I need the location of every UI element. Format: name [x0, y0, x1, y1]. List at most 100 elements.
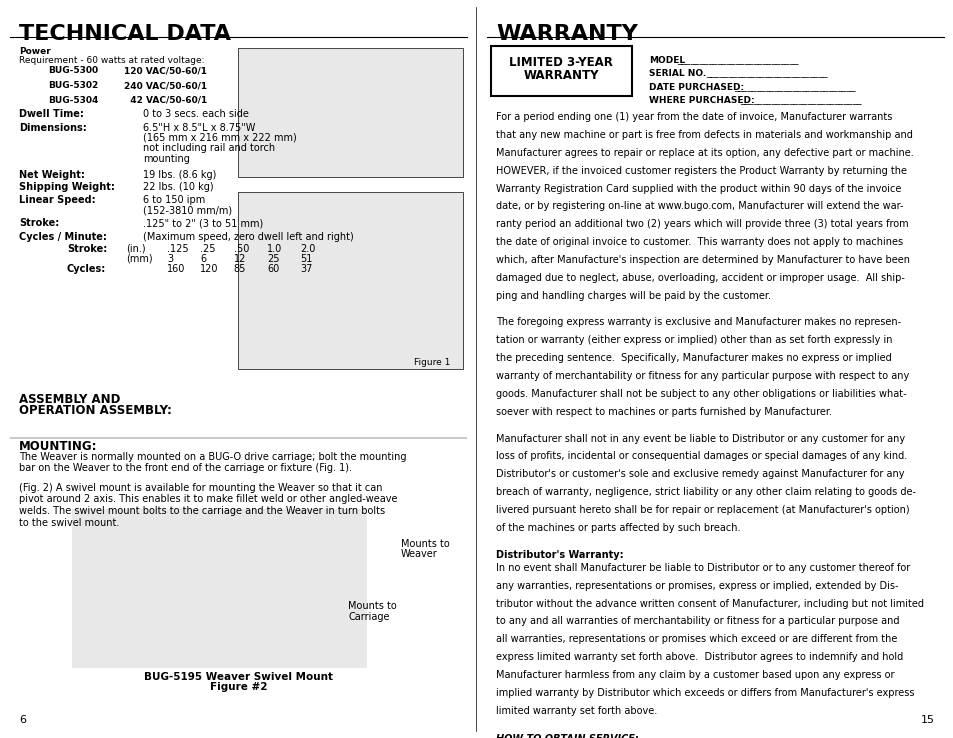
Text: the date of original invoice to customer.  This warranty does not apply to machi: the date of original invoice to customer…: [496, 237, 902, 247]
Text: (Maximum speed, zero dwell left and right): (Maximum speed, zero dwell left and righ…: [143, 232, 354, 242]
Text: 6: 6: [200, 254, 206, 264]
Text: breach of warranty, negligence, strict liability or any other claim relating to : breach of warranty, negligence, strict l…: [496, 487, 915, 497]
Text: The Weaver is normally mounted on a BUG-O drive carriage; bolt the mounting: The Weaver is normally mounted on a BUG-…: [19, 452, 406, 462]
Text: BUG-5304: BUG-5304: [48, 96, 98, 105]
Text: WARRANTY: WARRANTY: [496, 24, 638, 44]
Text: tation or warranty (either express or implied) other than as set forth expressly: tation or warranty (either express or im…: [496, 335, 892, 345]
Text: TECHNICAL DATA: TECHNICAL DATA: [19, 24, 231, 44]
Text: 2.0: 2.0: [300, 244, 315, 254]
Text: Stroke:: Stroke:: [19, 218, 59, 229]
Text: (Fig. 2) A swivel mount is available for mounting the Weaver so that it can: (Fig. 2) A swivel mount is available for…: [19, 483, 382, 493]
Text: Dwell Time:: Dwell Time:: [19, 109, 84, 120]
Text: Distributor's Warranty:: Distributor's Warranty:: [496, 550, 623, 559]
Text: Manufacturer harmless from any claim by a customer based upon any express or: Manufacturer harmless from any claim by …: [496, 670, 894, 680]
Text: .25: .25: [200, 244, 215, 254]
Text: Figure #2: Figure #2: [210, 682, 267, 692]
Text: 1.0: 1.0: [267, 244, 282, 254]
Text: (in.): (in.): [126, 244, 146, 254]
Text: the preceding sentence.  Specifically, Manufacturer makes no express or implied: the preceding sentence. Specifically, Ma…: [496, 354, 891, 363]
Text: Weaver: Weaver: [400, 549, 437, 559]
Text: 120: 120: [200, 264, 218, 275]
Text: 12: 12: [233, 254, 246, 264]
Text: BUG-5195 Weaver Swivel Mount: BUG-5195 Weaver Swivel Mount: [144, 672, 333, 682]
Text: that any new machine or part is free from defects in materials and workmanship a: that any new machine or part is free fro…: [496, 130, 912, 140]
Text: limited warranty set forth above.: limited warranty set forth above.: [496, 706, 657, 716]
Text: Power: Power: [19, 47, 51, 56]
Text: Cycles:: Cycles:: [67, 264, 106, 275]
Text: implied warranty by Distributor which exceeds or differs from Manufacturer's exp: implied warranty by Distributor which ex…: [496, 688, 914, 698]
Text: 6.5"H x 8.5"L x 8.75"W: 6.5"H x 8.5"L x 8.75"W: [143, 123, 255, 133]
Text: .125" to 2" (3 to 51 mm): .125" to 2" (3 to 51 mm): [143, 218, 263, 229]
Text: .125: .125: [167, 244, 189, 254]
Text: to any and all warranties of merchantability or fitness for a particular purpose: to any and all warranties of merchantabi…: [496, 616, 899, 627]
Text: which, after Manufacture's inspection are determined by Manufacturer to have bee: which, after Manufacture's inspection ar…: [496, 255, 909, 265]
Text: 60: 60: [267, 264, 279, 275]
Text: OPERATION ASSEMBLY:: OPERATION ASSEMBLY:: [19, 404, 172, 418]
Text: Dimensions:: Dimensions:: [19, 123, 87, 133]
Text: 42 VAC/50-60/1: 42 VAC/50-60/1: [124, 96, 207, 105]
Text: bar on the Weaver to the front end of the carriage or fixture (Fig. 1).: bar on the Weaver to the front end of th…: [19, 463, 352, 474]
Text: to the swivel mount.: to the swivel mount.: [19, 518, 119, 528]
Text: 19 lbs. (8.6 kg): 19 lbs. (8.6 kg): [143, 170, 216, 180]
Text: 51: 51: [300, 254, 313, 264]
Text: BUG-5300: BUG-5300: [48, 66, 98, 75]
Text: of the machines or parts affected by such breach.: of the machines or parts affected by suc…: [496, 523, 740, 533]
Text: ping and handling charges will be paid by the customer.: ping and handling charges will be paid b…: [496, 291, 770, 301]
Text: DATE PURCHASED:: DATE PURCHASED:: [648, 83, 743, 92]
Text: In no event shall Manufacturer be liable to Distributor or to any customer there: In no event shall Manufacturer be liable…: [496, 563, 909, 573]
Text: 3: 3: [167, 254, 172, 264]
Text: MODEL: MODEL: [648, 56, 684, 65]
Text: Manufacturer agrees to repair or replace at its option, any defective part or ma: Manufacturer agrees to repair or replace…: [496, 148, 913, 158]
Text: Mounts to: Mounts to: [400, 539, 449, 549]
Text: MOUNTING:: MOUNTING:: [19, 440, 97, 453]
Text: 6: 6: [19, 714, 26, 725]
Text: 6 to 150 ipm: 6 to 150 ipm: [143, 195, 205, 205]
Text: ___________________________: ___________________________: [677, 56, 798, 65]
Text: (152-3810 mm/m): (152-3810 mm/m): [143, 205, 232, 215]
Text: 240 VAC/50-60/1: 240 VAC/50-60/1: [124, 81, 207, 90]
Text: pivot around 2 axis. This enables it to make fillet weld or other angled-weave: pivot around 2 axis. This enables it to …: [19, 494, 397, 505]
Text: Cycles / Minute:: Cycles / Minute:: [19, 232, 107, 242]
Text: Stroke:: Stroke:: [67, 244, 107, 254]
Text: not including rail and torch: not including rail and torch: [143, 143, 274, 154]
Text: SERIAL NO.: SERIAL NO.: [648, 69, 705, 78]
Text: goods. Manufacturer shall not be subject to any other obligations or liabilities: goods. Manufacturer shall not be subject…: [496, 389, 905, 399]
Text: ASSEMBLY AND: ASSEMBLY AND: [19, 393, 120, 406]
Text: tributor without the advance written consent of Manufacturer, including but not : tributor without the advance written con…: [496, 599, 923, 609]
Text: ranty period an additional two (2) years which will provide three (3) total year: ranty period an additional two (2) years…: [496, 219, 908, 230]
Text: HOWEVER, if the invoiced customer registers the Product Warranty by returning th: HOWEVER, if the invoiced customer regist…: [496, 166, 906, 176]
Text: Shipping Weight:: Shipping Weight:: [19, 182, 114, 192]
Text: warranty of merchantability or fitness for any particular purpose with respect t: warranty of merchantability or fitness f…: [496, 371, 908, 381]
Bar: [238, 48, 462, 177]
Text: any warranties, representations or promises, express or implied, extended by Dis: any warranties, representations or promi…: [496, 581, 898, 590]
Text: express limited warranty set forth above.  Distributor agrees to indemnify and h: express limited warranty set forth above…: [496, 652, 902, 662]
Text: The foregoing express warranty is exclusive and Manufacturer makes no represen-: The foregoing express warranty is exclus…: [496, 317, 901, 328]
Text: mounting: mounting: [143, 154, 190, 164]
Text: ___________________________: ___________________________: [734, 83, 855, 92]
Text: loss of profits, incidental or consequential damages or special damages of any k: loss of profits, incidental or consequen…: [496, 452, 906, 461]
Text: ___________________________: ___________________________: [740, 96, 861, 105]
Text: 85: 85: [233, 264, 246, 275]
Text: HOW TO OBTAIN SERVICE:: HOW TO OBTAIN SERVICE:: [496, 734, 639, 738]
Text: 37: 37: [300, 264, 313, 275]
Text: Requirement - 60 watts at rated voltage:: Requirement - 60 watts at rated voltage:: [19, 56, 204, 65]
Text: 25: 25: [267, 254, 279, 264]
Text: 160: 160: [167, 264, 185, 275]
Text: Warranty Registration Card supplied with the product within 90 days of the invoi: Warranty Registration Card supplied with…: [496, 184, 901, 193]
Text: WHERE PURCHASED:: WHERE PURCHASED:: [648, 96, 754, 105]
Text: Figure 1: Figure 1: [414, 358, 450, 367]
Text: ___________________________: ___________________________: [705, 69, 826, 78]
Text: Distributor's or customer's sole and exclusive remedy against Manufacturer for a: Distributor's or customer's sole and exc…: [496, 469, 903, 479]
Text: Linear Speed:: Linear Speed:: [19, 195, 95, 205]
Text: For a period ending one (1) year from the date of invoice, Manufacturer warrants: For a period ending one (1) year from th…: [496, 112, 891, 123]
Text: Mounts to: Mounts to: [348, 601, 396, 612]
Text: welds. The swivel mount bolts to the carriage and the Weaver in turn bolts: welds. The swivel mount bolts to the car…: [19, 506, 385, 517]
Bar: [491, 46, 631, 96]
Text: 120 VAC/50-60/1: 120 VAC/50-60/1: [124, 66, 207, 75]
Text: soever with respect to machines or parts furnished by Manufacturer.: soever with respect to machines or parts…: [496, 407, 831, 417]
Text: WARRANTY: WARRANTY: [522, 69, 598, 83]
Text: all warranties, representations or promises which exceed or are different from t: all warranties, representations or promi…: [496, 634, 897, 644]
Text: Manufacturer shall not in any event be liable to Distributor or any customer for: Manufacturer shall not in any event be l…: [496, 433, 904, 444]
Text: LIMITED 3-YEAR: LIMITED 3-YEAR: [509, 56, 612, 69]
Text: .50: .50: [233, 244, 249, 254]
